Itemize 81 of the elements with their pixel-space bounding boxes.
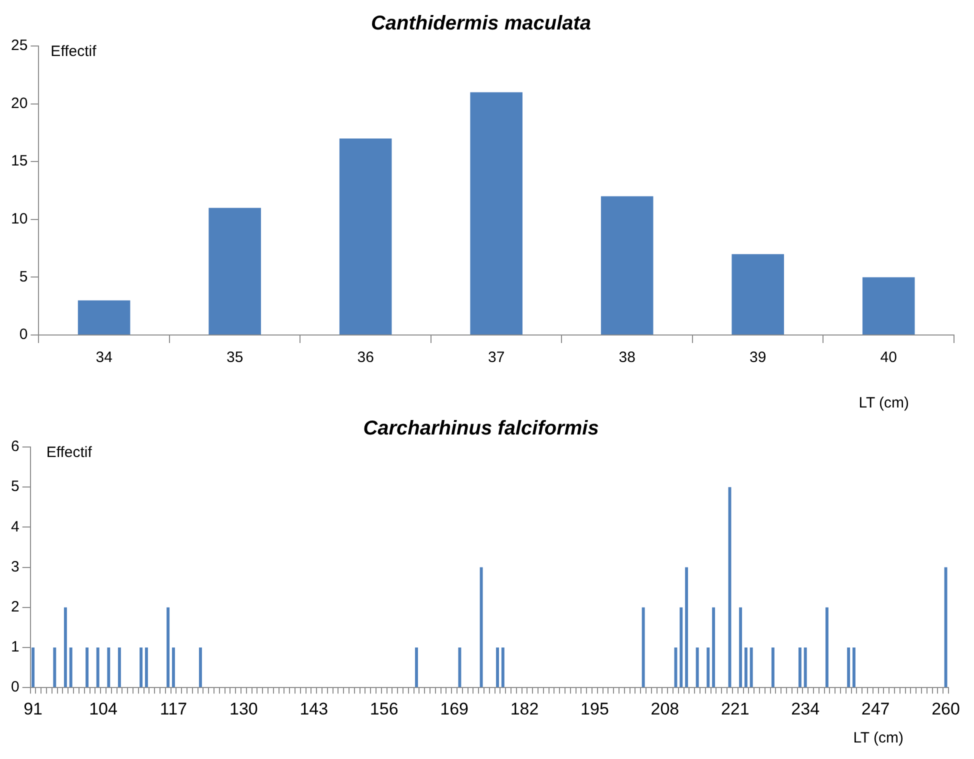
y-tick-label: 5 [11, 478, 20, 496]
x-tick-label: 143 [300, 699, 328, 718]
y-axis-title: Effectif [50, 43, 98, 60]
y-tick-label: 4 [11, 518, 20, 536]
bar [69, 648, 72, 688]
bar [172, 648, 175, 688]
x-tick-label: 39 [750, 349, 766, 366]
bar [53, 648, 56, 688]
x-tick-label: 91 [24, 699, 43, 718]
bar [140, 648, 143, 688]
x-tick-label: 130 [229, 699, 258, 718]
bar [166, 607, 170, 688]
bar [198, 648, 202, 688]
bar [480, 567, 483, 688]
bar [107, 648, 110, 688]
bar [64, 607, 67, 688]
x-tick-label: 104 [89, 699, 118, 718]
y-tick-label: 0 [19, 326, 28, 344]
y-tick-label: 25 [10, 37, 28, 54]
bar [78, 300, 130, 334]
bar [501, 648, 504, 688]
bar [862, 277, 915, 334]
x-axis-title: LT (cm) [858, 394, 909, 412]
y-tick-label: 5 [19, 268, 28, 286]
y-tick-label: 0 [11, 678, 20, 696]
bar [96, 648, 100, 688]
x-tick-label: 35 [226, 349, 244, 366]
bar [744, 648, 748, 688]
y-axis-title: Effectif [46, 444, 93, 462]
bar [739, 607, 742, 688]
bar [771, 648, 774, 688]
bar [706, 648, 710, 688]
bar [732, 254, 784, 334]
x-tick-label: 260 [932, 699, 960, 718]
y-tick-label: 15 [10, 152, 28, 170]
bar [144, 648, 148, 688]
x-tick-label: 247 [861, 699, 890, 718]
bar [944, 567, 948, 688]
x-tick-label: 37 [488, 349, 505, 366]
x-tick-label: 117 [160, 699, 188, 718]
bar [496, 648, 499, 688]
bar [118, 648, 121, 688]
x-tick-label: 36 [357, 349, 374, 366]
bar [804, 648, 807, 688]
bar [458, 648, 462, 688]
bar [712, 607, 716, 688]
x-tick-label: 34 [96, 349, 112, 366]
x-tick-label: 38 [618, 349, 636, 366]
x-tick-label: 221 [720, 699, 750, 718]
bar [415, 648, 418, 688]
bar [86, 648, 89, 688]
y-tick-label: 1 [11, 638, 20, 656]
bar [750, 648, 753, 688]
x-tick-label: 40 [880, 349, 897, 366]
chart-title: Carcharhinus falciformis [363, 418, 599, 440]
bar [208, 208, 261, 334]
y-tick-label: 3 [11, 558, 20, 576]
bar [470, 92, 522, 334]
bar [642, 607, 645, 688]
bar [32, 648, 35, 688]
x-tick-label: 234 [791, 699, 820, 718]
x-tick-label: 182 [510, 699, 539, 718]
bar [685, 567, 688, 688]
bar [680, 607, 683, 688]
x-tick-label: 208 [650, 699, 680, 718]
bar [600, 196, 654, 334]
bar [696, 648, 699, 688]
x-tick-label: 156 [370, 699, 398, 718]
bar [852, 648, 856, 688]
bar [847, 648, 850, 688]
x-axis-title: LT (cm) [853, 730, 904, 747]
x-tick-label: 195 [580, 699, 609, 718]
x-tick-label: 169 [440, 699, 468, 718]
bar [798, 648, 802, 688]
y-tick-label: 6 [11, 438, 20, 456]
bar [825, 607, 828, 688]
y-tick-label: 10 [10, 210, 28, 228]
y-tick-label: 20 [10, 94, 28, 112]
bar [339, 138, 392, 334]
y-tick-label: 2 [11, 598, 20, 616]
chart-title: Canthidermis maculata [370, 12, 592, 35]
